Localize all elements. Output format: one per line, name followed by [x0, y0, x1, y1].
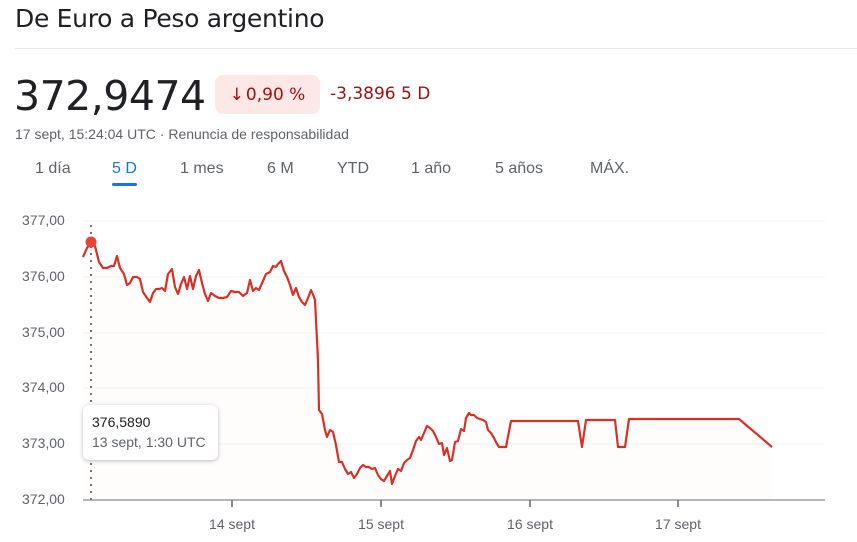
change-absolute-value: -3,3896 — [330, 84, 396, 104]
arrow-down-icon: ↓ — [229, 84, 244, 105]
y-tick-373: 373,00 — [22, 435, 65, 451]
tooltip-value: 376,5890 — [92, 414, 151, 430]
x-tick-14-sept: 14 sept — [209, 516, 255, 532]
tab-1-mes[interactable]: 1 mes — [180, 160, 224, 177]
tab-6-m[interactable]: 6 M — [267, 160, 294, 177]
timestamp: 17 sept, 15:24:04 UTC — [15, 126, 156, 142]
range-tabs: 1 día 5 D 1 mes 6 M YTD 1 año 5 años MÁX… — [0, 150, 700, 190]
tab-ytd[interactable]: YTD — [337, 160, 369, 177]
x-tick-15-sept: 15 sept — [358, 516, 404, 532]
tab-5-d[interactable]: 5 D — [112, 160, 137, 186]
x-tick-16-sept: 16 sept — [507, 516, 553, 532]
page-title: De Euro a Peso argentino — [15, 4, 325, 33]
tab-max[interactable]: MÁX. — [590, 160, 630, 177]
y-tick-377: 377,00 — [22, 212, 65, 228]
y-tick-375: 375,00 — [22, 324, 65, 340]
price-line — [81, 240, 773, 486]
y-tick-374: 374,00 — [22, 379, 65, 395]
x-tick-17-sept: 17 sept — [655, 516, 701, 532]
tooltip-time: 13 sept, 1:30 UTC — [92, 434, 206, 450]
change-percent-badge: ↓ 0,90 % — [215, 75, 320, 114]
quote-meta: 17 sept, 15:24:04 UTC · Renuncia de resp… — [15, 126, 349, 142]
y-tick-376: 376,00 — [22, 268, 65, 284]
x-axis-ticks — [231, 500, 679, 507]
header-divider — [15, 48, 857, 49]
tab-1-ano[interactable]: 1 año — [411, 160, 452, 177]
tab-1-dia[interactable]: 1 día — [35, 160, 71, 177]
change-period: 5 D — [401, 84, 431, 104]
change-percent: 0,90 % — [245, 84, 306, 105]
disclaimer-link[interactable]: Renuncia de responsabilidad — [168, 126, 349, 142]
price-area-fill — [83, 242, 772, 500]
current-price: 372,9474 — [14, 72, 206, 120]
change-absolute: -3,3896 5 D — [330, 84, 430, 104]
chart-tooltip: 376,5890 13 sept, 1:30 UTC — [83, 405, 218, 460]
y-tick-372: 372,00 — [22, 491, 65, 507]
hover-point — [85, 236, 97, 248]
separator: · — [159, 126, 165, 142]
tab-5-anos[interactable]: 5 años — [495, 160, 544, 177]
